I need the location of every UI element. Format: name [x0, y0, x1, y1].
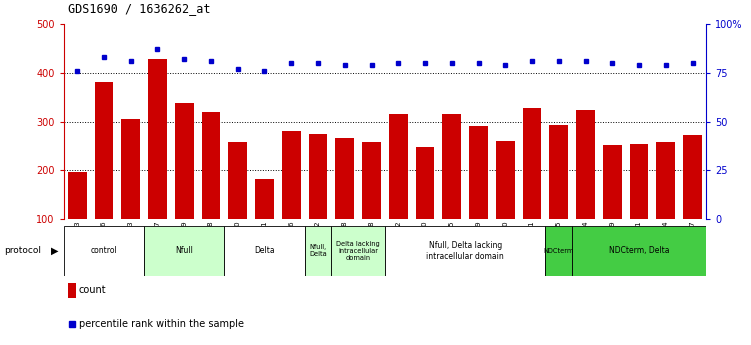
- Text: GDS1690 / 1636262_at: GDS1690 / 1636262_at: [68, 2, 210, 15]
- Bar: [442, 114, 461, 219]
- Bar: [282, 131, 300, 219]
- Bar: [201, 112, 220, 219]
- Text: percentile rank within the sample: percentile rank within the sample: [79, 319, 244, 329]
- Text: NDCterm: NDCterm: [544, 248, 574, 254]
- Bar: [95, 82, 113, 219]
- Bar: [144, 226, 225, 276]
- Bar: [469, 127, 488, 219]
- Bar: [148, 59, 167, 219]
- Text: protocol: protocol: [4, 246, 41, 256]
- Bar: [225, 226, 305, 276]
- Bar: [175, 103, 194, 219]
- Text: control: control: [91, 246, 117, 256]
- Text: Nfull,
Delta: Nfull, Delta: [309, 245, 327, 257]
- Bar: [629, 144, 648, 219]
- Bar: [305, 226, 331, 276]
- Bar: [656, 142, 675, 219]
- Bar: [336, 138, 354, 219]
- Bar: [385, 226, 545, 276]
- Bar: [64, 226, 144, 276]
- Bar: [523, 108, 541, 219]
- Bar: [331, 226, 385, 276]
- Bar: [362, 142, 381, 219]
- Text: count: count: [79, 286, 107, 295]
- Bar: [255, 179, 274, 219]
- Bar: [389, 114, 408, 219]
- Text: ▶: ▶: [51, 246, 59, 256]
- Bar: [550, 125, 569, 219]
- Bar: [603, 145, 622, 219]
- Bar: [415, 147, 434, 219]
- Text: Nfull, Delta lacking
intracellular domain: Nfull, Delta lacking intracellular domai…: [427, 241, 504, 261]
- Text: Delta lacking
intracellular
domain: Delta lacking intracellular domain: [336, 241, 380, 261]
- Bar: [545, 226, 572, 276]
- Bar: [496, 141, 514, 219]
- Bar: [576, 110, 595, 219]
- Text: Nfull: Nfull: [175, 246, 193, 256]
- Text: Delta: Delta: [254, 246, 275, 256]
- Bar: [122, 119, 140, 219]
- Bar: [572, 226, 706, 276]
- Text: NDCterm, Delta: NDCterm, Delta: [609, 246, 669, 256]
- Bar: [68, 172, 86, 219]
- Bar: [683, 135, 702, 219]
- Bar: [309, 134, 327, 219]
- Bar: [68, 283, 76, 298]
- Bar: [228, 142, 247, 219]
